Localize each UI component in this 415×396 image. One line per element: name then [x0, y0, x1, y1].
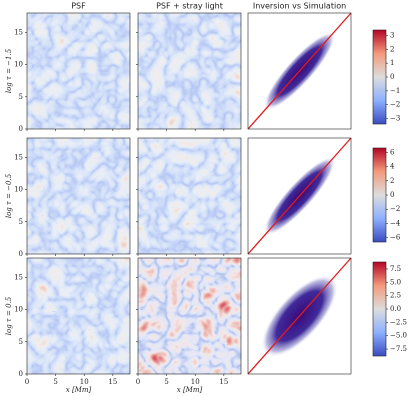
colorbar-tick-label: −2 — [390, 101, 400, 109]
colorbar-tick-label: 2 — [390, 177, 394, 185]
colorbar-tick-label: 0 — [390, 73, 394, 81]
heatmap-image — [138, 138, 241, 254]
x-tick-label: 0 — [25, 378, 29, 386]
row-label: log τ = −1.5 — [5, 48, 13, 93]
x-tick-label: 0 — [136, 378, 140, 386]
heatmap-image — [27, 138, 130, 254]
colorbar — [372, 261, 387, 357]
y-tick-label: 10 — [14, 186, 23, 194]
x-tick-label: 15 — [219, 378, 228, 386]
x-tick-label: 10 — [191, 378, 200, 386]
colorbar-tick-label: −7.5 — [390, 345, 407, 353]
x-tick-label: 5 — [53, 378, 57, 386]
y-tick-label: 5 — [19, 338, 23, 346]
colorbar — [372, 147, 387, 243]
x-tick-label: 10 — [80, 378, 89, 386]
column-title: PSF — [71, 2, 86, 11]
y-tick-label: 15 — [14, 273, 23, 281]
colorbar-tick-label: −3 — [390, 114, 400, 122]
colorbar-tick-label: −5.0 — [390, 332, 407, 340]
y-tick-label: 10 — [14, 306, 23, 314]
panel-frame — [26, 137, 131, 255]
y-tick-label: 0 — [19, 250, 23, 258]
x-label: x [Mm] — [177, 386, 203, 394]
x-tick-label: 15 — [108, 378, 117, 386]
heatmap-image — [138, 13, 241, 129]
colorbar-tick-label: 2.5 — [390, 292, 401, 300]
colorbar-tick-label: 4 — [390, 163, 395, 171]
colorbar-tick-label: 7.5 — [390, 265, 401, 273]
panel-frame — [247, 137, 352, 255]
panel-frame — [137, 12, 242, 130]
heatmap-image — [138, 258, 241, 374]
colorbar-tick-label: 6 — [390, 148, 395, 156]
panel-frame — [137, 137, 242, 255]
row-label: log τ = −0.5 — [5, 173, 13, 218]
y-tick-label: 15 — [14, 153, 23, 161]
colorbar-tick-label: 1 — [390, 59, 394, 67]
colorbar-tick-label: −4 — [390, 219, 401, 227]
y-tick-label: 5 — [19, 93, 23, 101]
identity-line — [247, 137, 352, 255]
colorbar-tick-label: −2.5 — [390, 318, 407, 326]
colorbar-tick-label: 0 — [390, 191, 394, 199]
y-tick-label: 15 — [14, 28, 23, 36]
colorbar-tick-label: −2 — [390, 205, 400, 213]
colorbar-tick-label: 0.0 — [390, 305, 401, 313]
y-tick-label: 5 — [19, 218, 23, 226]
colorbar-tick-label: −1 — [390, 87, 400, 95]
identity-line — [247, 12, 352, 130]
colorbar-tick-label: 5.0 — [390, 278, 401, 286]
identity-line — [247, 257, 352, 375]
y-tick-label: 0 — [19, 370, 23, 378]
panel-frame — [26, 257, 131, 375]
heatmap-image — [27, 258, 130, 374]
panel-frame — [247, 257, 352, 375]
y-tick-label: 0 — [19, 125, 23, 133]
row-label: log τ = 0.5 — [5, 296, 13, 335]
x-tick-label: 5 — [164, 378, 168, 386]
colorbar-tick-label: −6 — [390, 234, 401, 242]
panel-frame — [137, 257, 242, 375]
panel-frame — [247, 12, 352, 130]
colorbar-tick-label: 3 — [390, 32, 394, 40]
column-title: Inversion vs Simulation — [253, 2, 346, 11]
colorbar-tick-label: 2 — [390, 45, 394, 53]
panel-frame — [26, 12, 131, 130]
y-tick-label: 10 — [14, 61, 23, 69]
column-title: PSF + stray light — [156, 2, 223, 11]
colorbar — [372, 29, 387, 125]
x-label: x [Mm] — [66, 386, 92, 394]
heatmap-image — [27, 13, 130, 129]
